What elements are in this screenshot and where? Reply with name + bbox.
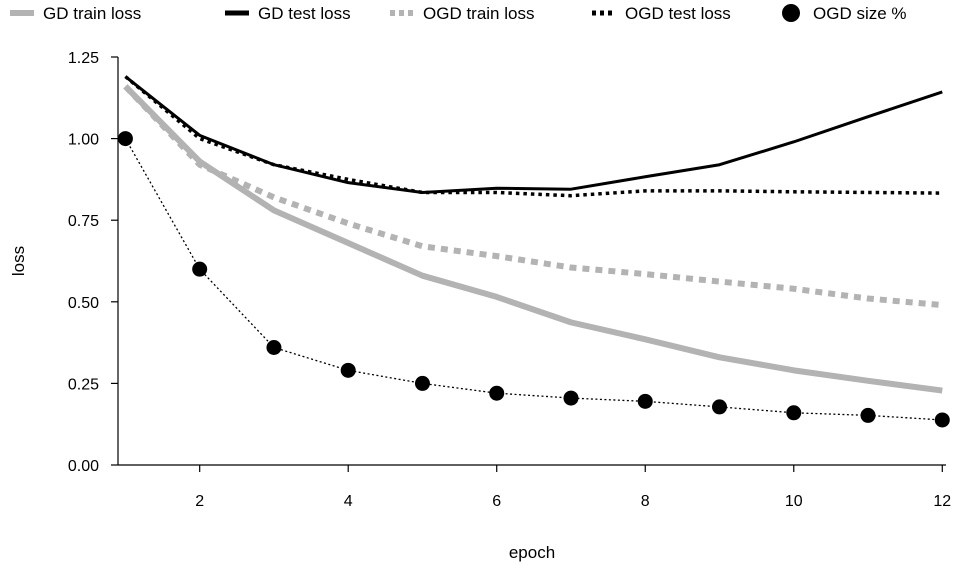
y-tick-label: 1.00 xyxy=(68,132,99,149)
data-point xyxy=(786,405,802,421)
legend-item-ogd-size-pct: OGD size % xyxy=(782,4,907,23)
x-tick-label: 4 xyxy=(344,493,353,510)
data-point xyxy=(637,393,653,409)
x-tick-label: 12 xyxy=(933,493,951,510)
data-point xyxy=(563,390,579,406)
series-layer xyxy=(117,75,950,428)
series-line-gd-train-loss xyxy=(123,84,943,394)
data-point xyxy=(934,412,950,428)
x-tick-label: 2 xyxy=(195,493,204,510)
legend: GD train loss GD test loss OGD train loss O… xyxy=(10,4,907,23)
series-line-ogd-train-loss xyxy=(123,84,943,309)
series-ogd-train-loss xyxy=(123,84,943,309)
series-line-gd-test-loss xyxy=(124,75,943,194)
y-tick-label: 0.75 xyxy=(68,213,99,230)
series-ogd-test-loss xyxy=(124,75,943,198)
data-point xyxy=(117,131,133,147)
legend-item-ogd-test-loss: OGD test loss xyxy=(592,4,731,23)
legend-label: OGD train loss xyxy=(423,4,534,23)
legend-label: OGD test loss xyxy=(625,4,731,23)
axes: 2 4 6 8 10 12 0.00 0.25 0.50 0.75 1.00 1.25 xyxy=(68,50,951,510)
legend-label: GD test loss xyxy=(258,4,351,23)
data-point xyxy=(712,399,728,415)
legend-item-ogd-train-loss: OGD train loss xyxy=(390,4,534,23)
data-point xyxy=(192,261,208,277)
data-point xyxy=(340,362,356,378)
series-ogd-size-pct xyxy=(117,131,950,428)
series-line-ogd-size-pct xyxy=(124,138,943,421)
x-tick-label: 8 xyxy=(641,493,650,510)
y-tick-label: 0.00 xyxy=(68,458,99,475)
y-ticks: 0.00 0.25 0.50 0.75 1.00 1.25 xyxy=(68,50,118,475)
data-point xyxy=(266,339,282,355)
data-point xyxy=(414,375,430,391)
legend-label: OGD size % xyxy=(813,4,907,23)
y-axis-label: loss xyxy=(9,246,28,276)
legend-item-gd-test-loss: GD test loss xyxy=(225,4,351,23)
x-tick-label: 10 xyxy=(785,493,803,510)
series-line-ogd-test-loss xyxy=(124,75,943,198)
data-point xyxy=(489,385,505,401)
series-gd-test-loss xyxy=(124,75,943,194)
y-tick-label: 0.50 xyxy=(68,295,99,312)
y-tick-label: 0.25 xyxy=(68,376,99,393)
legend-label: GD train loss xyxy=(43,4,141,23)
legend-item-gd-train-loss: GD train loss xyxy=(10,4,141,23)
x-ticks: 2 4 6 8 10 12 xyxy=(195,465,951,510)
legend-swatch xyxy=(782,4,800,22)
series-gd-train-loss xyxy=(123,84,943,394)
x-axis-label: epoch xyxy=(509,543,555,562)
x-tick-label: 6 xyxy=(492,493,501,510)
data-point xyxy=(860,407,876,423)
y-tick-label: 1.25 xyxy=(68,50,99,67)
